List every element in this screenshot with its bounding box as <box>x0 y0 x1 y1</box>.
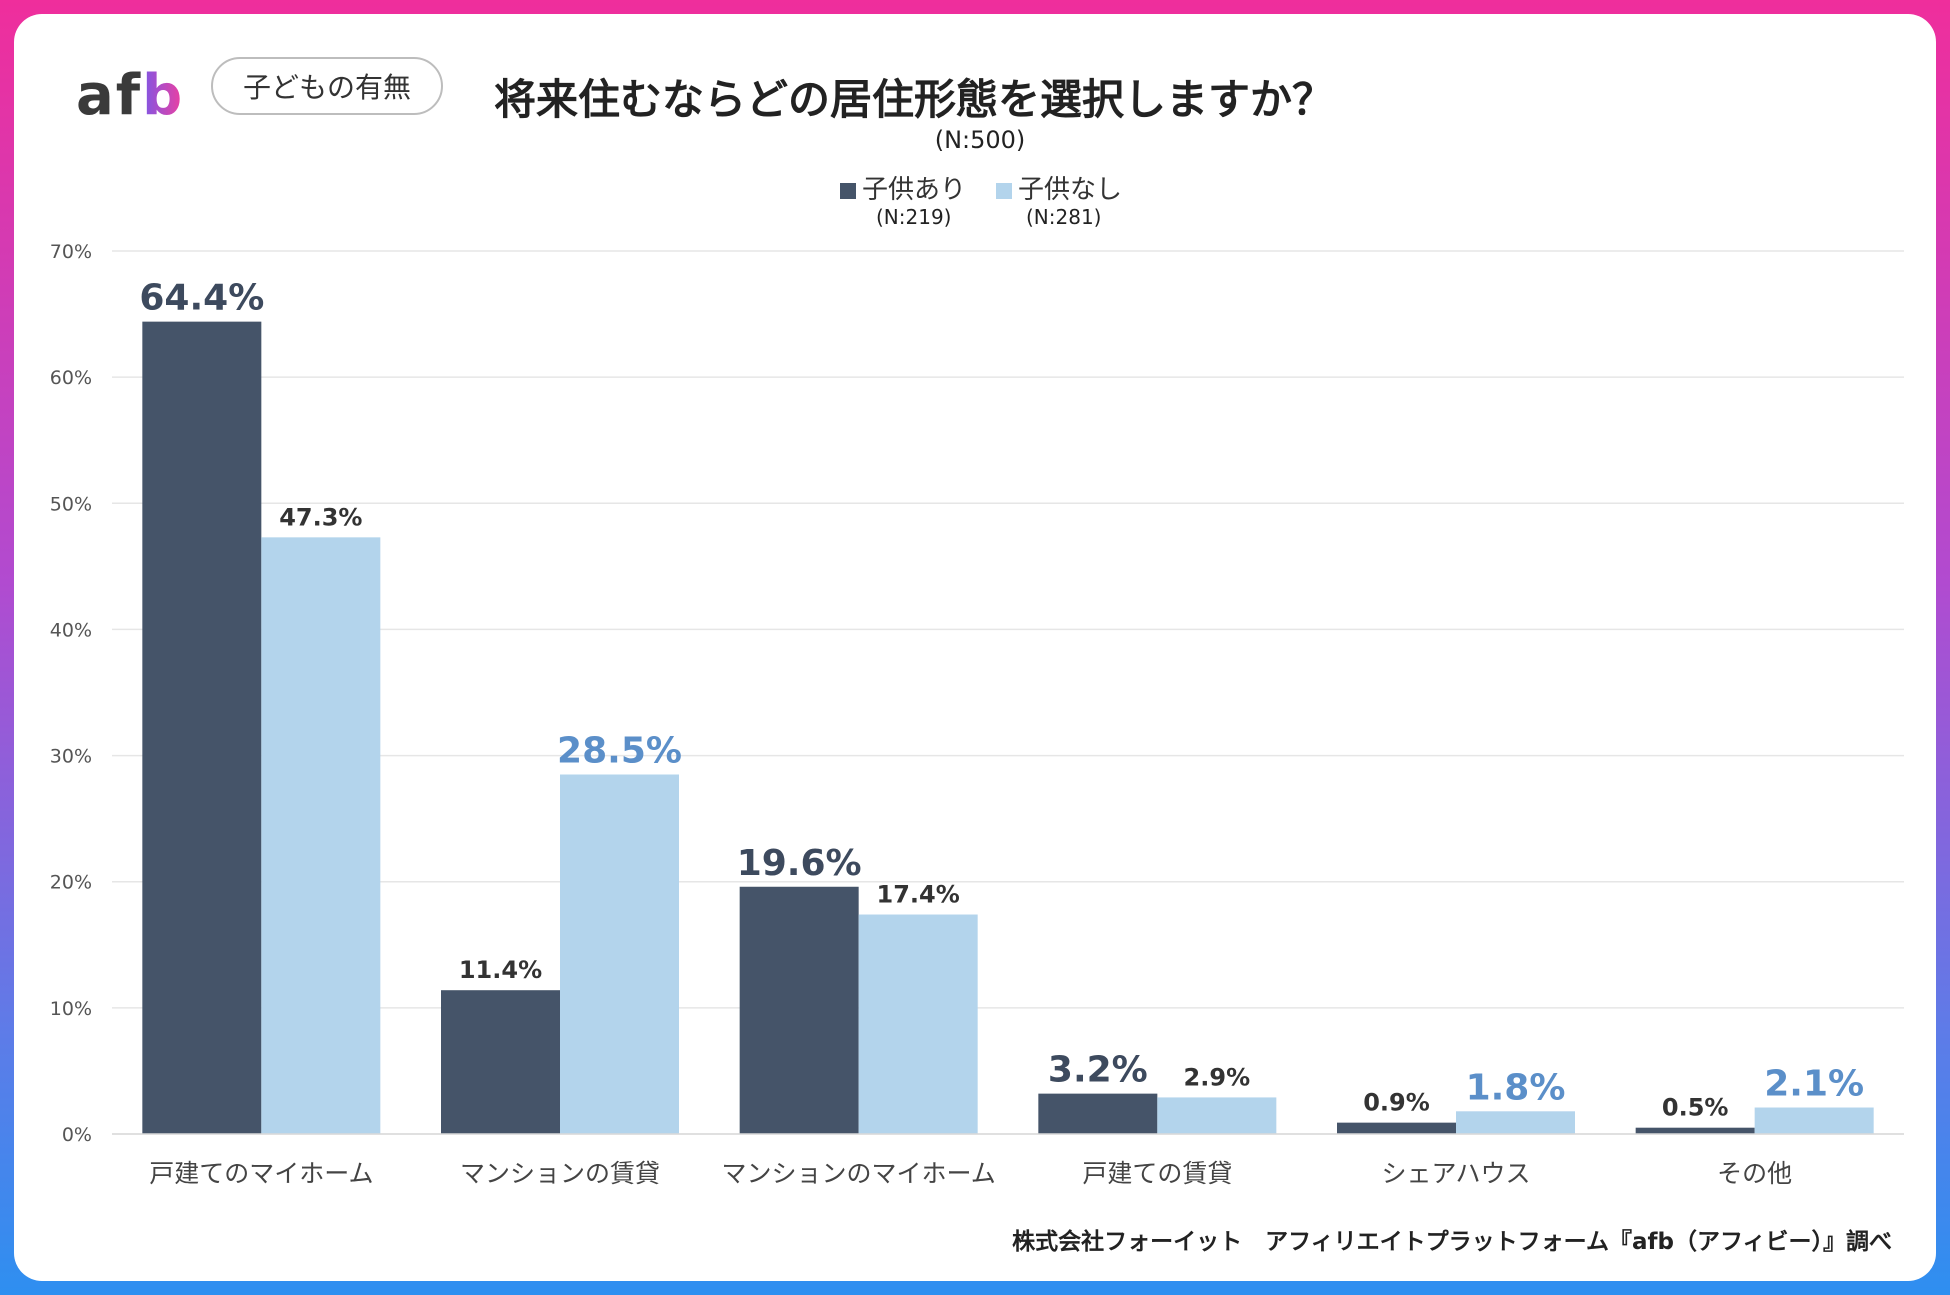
bar <box>560 774 679 1134</box>
y-tick-label: 30% <box>50 746 92 768</box>
afb-logo: afb <box>76 63 185 128</box>
legend-n-without-children: (N:281) <box>1026 205 1102 229</box>
y-tick-label: 10% <box>50 998 92 1020</box>
y-tick-label: 0% <box>62 1124 92 1146</box>
x-category-label: 戸建てのマイホーム <box>149 1159 373 1188</box>
x-category-label: マンションの賃貸 <box>460 1159 660 1188</box>
chart-subtitle: (N:500) <box>934 126 1026 154</box>
bar <box>261 537 381 1134</box>
bar <box>1635 1127 1755 1134</box>
legend-swatch-with-children <box>840 182 856 199</box>
bar <box>1754 1107 1874 1134</box>
y-tick-label: 60% <box>50 367 92 389</box>
data-label: 3.2% <box>1048 1050 1148 1091</box>
category-tag: 子どもの有無 <box>211 57 443 115</box>
legend-label-without-children: 子供なし <box>1018 175 1123 205</box>
bar <box>441 990 560 1134</box>
data-label: 19.6% <box>737 843 862 884</box>
bar <box>858 914 978 1134</box>
bar <box>1337 1122 1456 1134</box>
bar <box>142 321 262 1134</box>
legend-label-with-children: 子供あり <box>862 175 967 205</box>
data-label: 1.8% <box>1466 1067 1566 1108</box>
bar <box>1038 1093 1158 1134</box>
chart-title: 将来住むならどの居住形態を選択しますか？ <box>494 75 1335 124</box>
x-category-label: マンションのマイホーム <box>722 1159 996 1188</box>
legend-item-with-children: 子供あり <box>840 169 966 206</box>
legend-item-without-children: 子供なし <box>996 169 1122 206</box>
y-tick-label: 70% <box>50 241 92 263</box>
x-category-label: その他 <box>1717 1159 1792 1188</box>
legend-swatch-without-children <box>996 182 1012 199</box>
data-label: 64.4% <box>139 278 264 319</box>
data-label: 17.4% <box>877 881 960 909</box>
data-label: 0.9% <box>1363 1089 1430 1117</box>
data-label: 2.1% <box>1764 1064 1864 1105</box>
x-category-label: 戸建ての賃貸 <box>1082 1159 1232 1188</box>
bar <box>1157 1097 1277 1134</box>
y-tick-label: 40% <box>50 619 92 641</box>
bar <box>739 886 859 1134</box>
legend-n-with-children: (N:219) <box>876 205 952 229</box>
data-label: 28.5% <box>557 730 682 771</box>
y-tick-label: 50% <box>50 493 92 515</box>
source-footer: 株式会社フォーイット アフィリエイトプラットフォーム『afb（アフィビー）』調べ <box>1012 1229 1892 1255</box>
data-label: 0.5% <box>1662 1094 1729 1122</box>
data-label: 11.4% <box>459 956 542 984</box>
y-tick-label: 20% <box>50 872 92 894</box>
x-category-label: シェアハウス <box>1381 1159 1530 1188</box>
data-label: 2.9% <box>1184 1063 1251 1091</box>
data-label: 47.3% <box>279 503 362 531</box>
bar <box>1456 1111 1575 1134</box>
